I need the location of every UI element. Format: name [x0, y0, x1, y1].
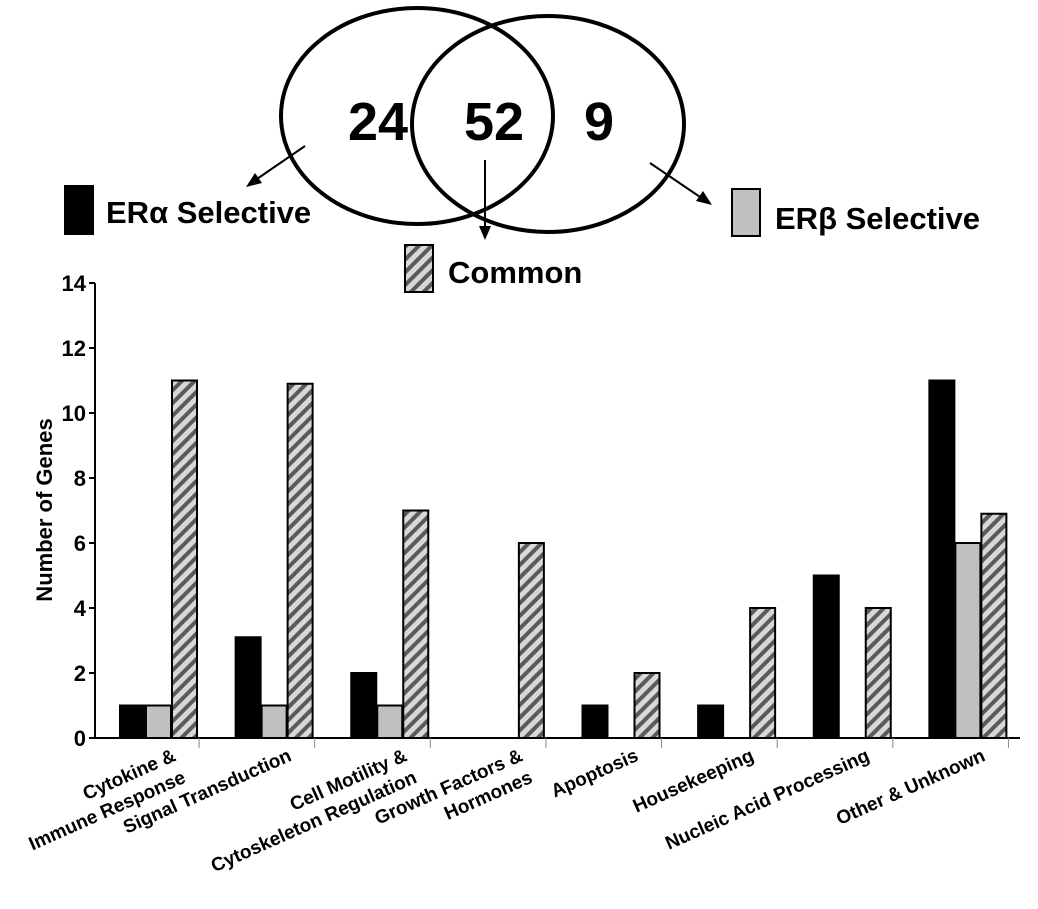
venn-circle-beta	[410, 14, 686, 234]
bar-beta	[260, 704, 288, 739]
bar-beta	[145, 704, 172, 739]
bar-common	[633, 672, 661, 739]
bar-alpha	[581, 704, 609, 739]
bar-common	[864, 607, 892, 739]
x-tick-label: Apoptosis	[548, 745, 641, 802]
venn-arrow-common	[479, 160, 491, 240]
venn-diagram: 24 52 9	[246, 6, 712, 240]
bar-common	[517, 542, 545, 739]
y-tick-label: 8	[74, 466, 86, 491]
x-tick-label: Nucleic Acid Processing	[662, 745, 872, 854]
bar-beta	[376, 704, 404, 739]
venn-beta-count: 9	[584, 92, 614, 152]
y-tick-label: 4	[74, 596, 87, 621]
y-axis: 0 2 4 6 8 10 12 14	[62, 271, 96, 751]
y-tick-label: 2	[74, 661, 86, 686]
y-tick-label: 12	[62, 336, 86, 361]
y-tick-label: 14	[62, 271, 87, 296]
bar-alpha	[697, 704, 725, 739]
legend-label-alpha: ERα Selective	[106, 195, 311, 230]
y-tick-label: 0	[74, 726, 86, 751]
legend-swatch-beta	[731, 188, 761, 237]
bar-common	[286, 382, 314, 739]
legend-label-beta: ERβ Selective	[775, 201, 980, 236]
bars	[119, 379, 1008, 739]
bar-alpha	[119, 704, 146, 739]
bar-common	[980, 512, 1008, 739]
legend-swatch-alpha	[64, 185, 94, 235]
venn-alpha-count: 24	[348, 92, 408, 152]
bar-alpha	[234, 636, 262, 739]
bar-common	[749, 607, 777, 739]
venn-arrow-alpha	[246, 145, 306, 187]
bar-common	[402, 509, 430, 739]
legend: ERα Selective Common ERβ Selective	[64, 185, 980, 293]
bar-chart: Number of Genes 0 2 4 6 8 10 12 14 Cytokine &Im…	[26, 271, 1020, 877]
bar-alpha	[350, 672, 378, 739]
y-tick-label: 6	[74, 531, 86, 556]
y-tick-label: 10	[62, 401, 86, 426]
bar-alpha	[812, 574, 840, 739]
bar-alpha	[928, 379, 956, 739]
legend-swatch-common	[404, 244, 434, 293]
legend-label-common: Common	[448, 255, 582, 290]
y-axis-label: Number of Genes	[32, 418, 57, 601]
venn-common-count: 52	[464, 92, 524, 152]
bar-common	[171, 379, 198, 739]
venn-arrow-beta	[649, 162, 712, 205]
venn-circle-alpha	[279, 6, 555, 226]
bar-beta	[954, 542, 982, 739]
